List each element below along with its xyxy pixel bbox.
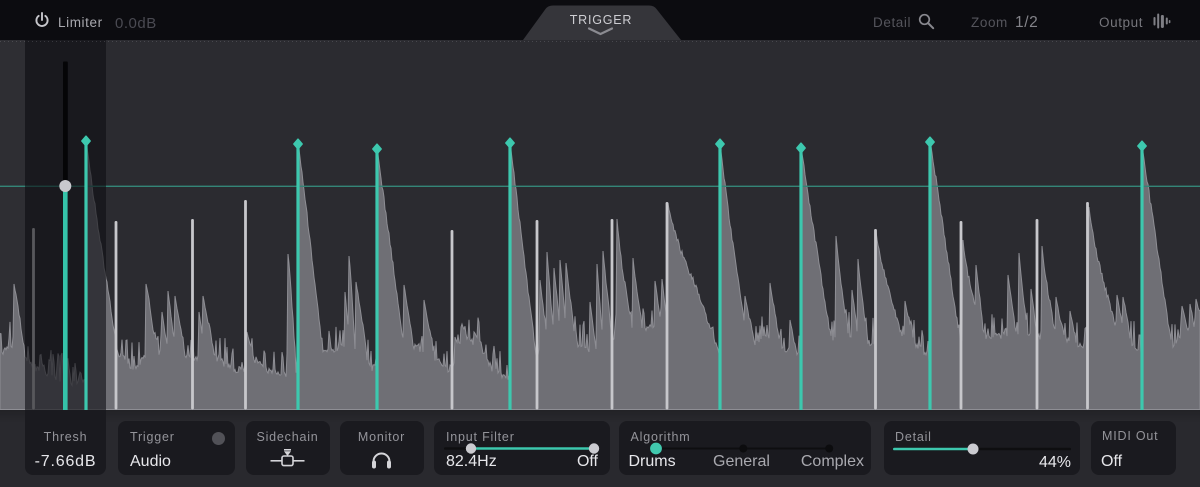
svg-text:TRIGGER: TRIGGER xyxy=(570,13,633,27)
